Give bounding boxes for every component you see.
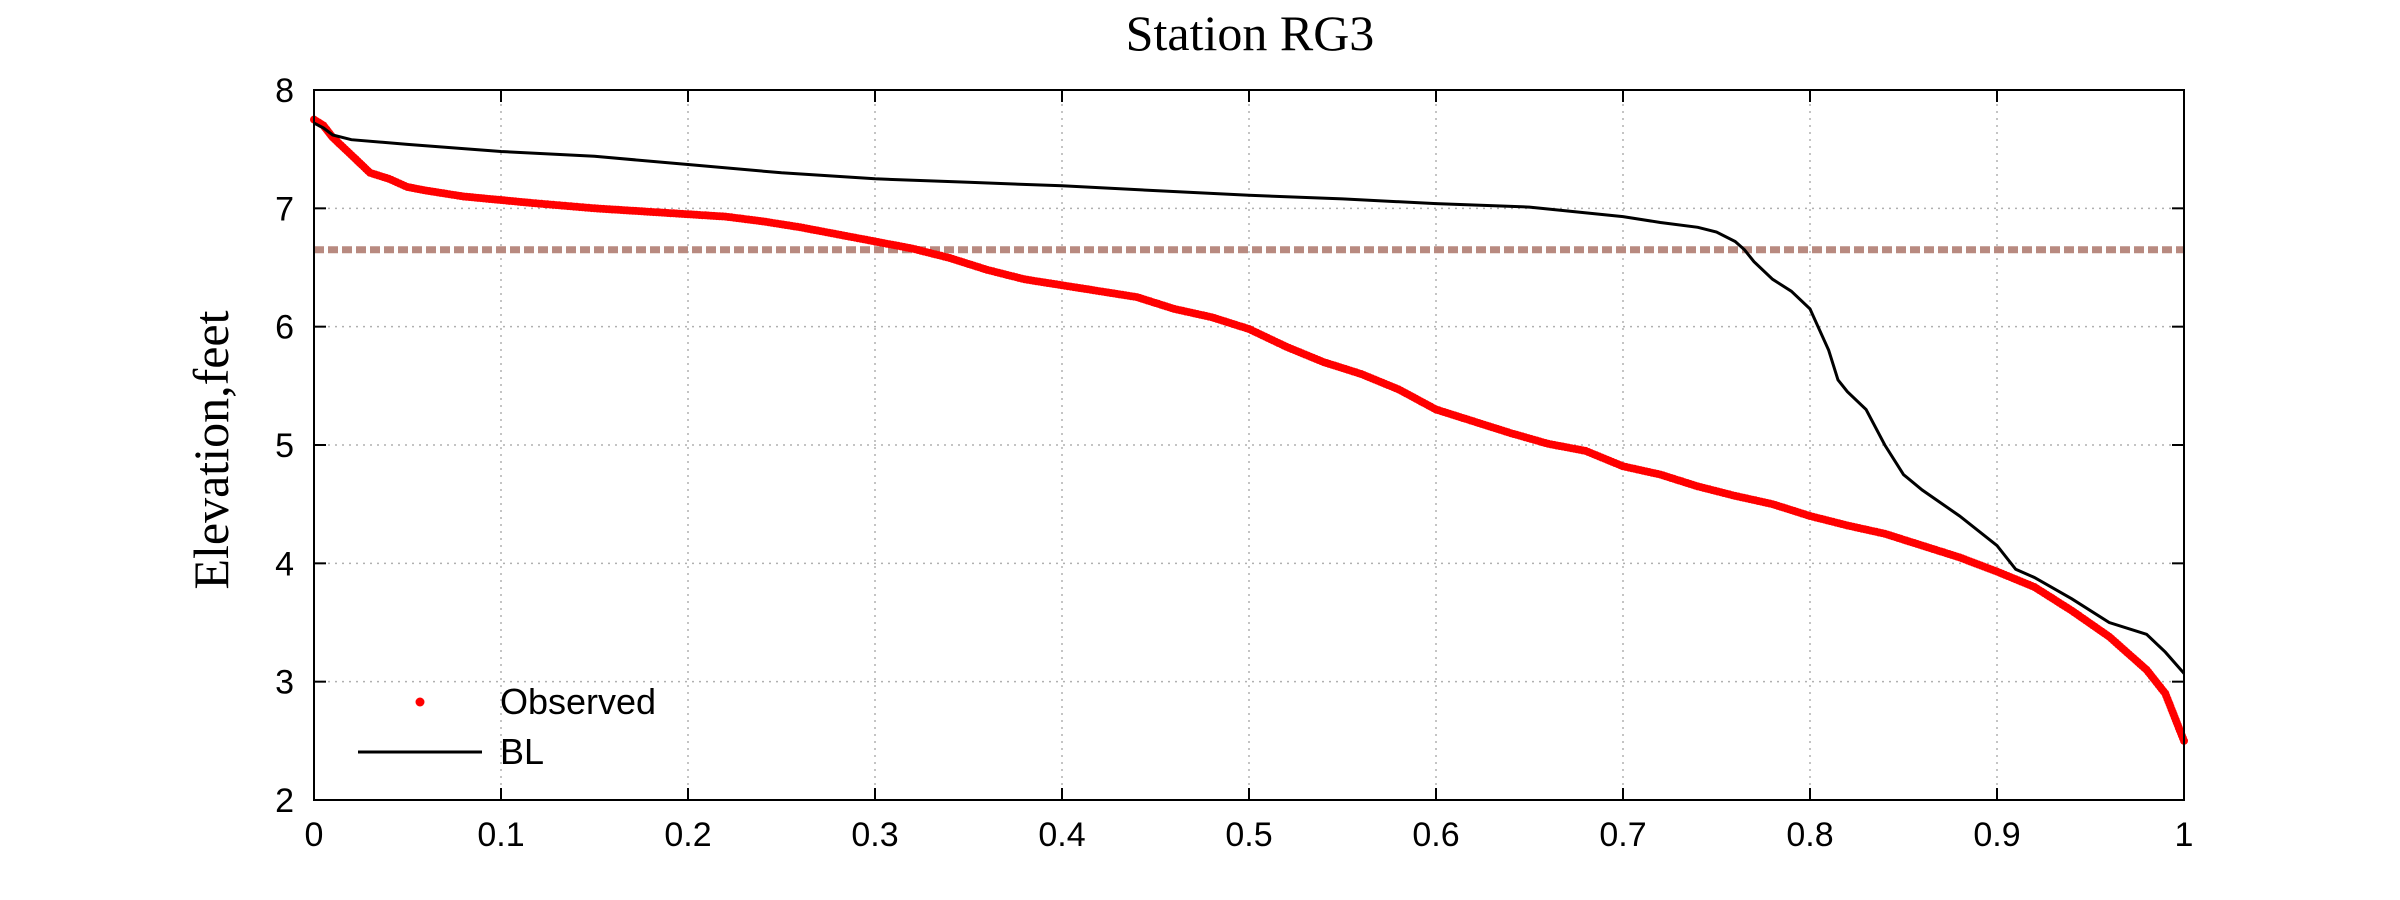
observed-point xyxy=(1843,521,1852,530)
observed-point xyxy=(2067,606,2076,615)
observed-point xyxy=(459,192,468,201)
observed-point xyxy=(945,254,954,262)
observed-point xyxy=(1095,287,1104,296)
observed-point xyxy=(1880,529,1889,538)
observed-point xyxy=(1918,541,1927,550)
observed-point xyxy=(1806,512,1814,520)
observed-point xyxy=(1132,293,1141,302)
observed-point xyxy=(1993,567,2001,576)
observed-point xyxy=(684,210,692,219)
observed-point xyxy=(1357,370,1366,378)
observed-point xyxy=(1581,446,1590,455)
observed-point xyxy=(1693,482,1702,491)
x-tick-label: 1 xyxy=(2175,816,2194,854)
observed-point xyxy=(871,237,879,246)
observed-point xyxy=(1506,429,1515,438)
ticks: 0 0.1 0.2 0.3 0.4 0.5 0.6 0.7 0.8 0.9 1 2 3 4 5 6 7 8 xyxy=(275,72,2193,854)
x-tick-label: 0.4 xyxy=(1038,816,1085,854)
legend: Observed BL xyxy=(358,681,656,772)
x-tick-label: 0.6 xyxy=(1412,816,1459,854)
observed-point xyxy=(2170,713,2179,722)
observed-point xyxy=(758,217,767,226)
x-tick-label: 0.5 xyxy=(1225,816,1272,854)
legend-label-bl: BL xyxy=(500,731,544,772)
series-line-bl xyxy=(313,121,2186,675)
y-tick-label: 8 xyxy=(275,72,294,110)
observed-point xyxy=(2105,632,2114,641)
observed-point xyxy=(1058,281,1066,290)
observed-point xyxy=(403,183,412,191)
y-tick-label: 7 xyxy=(275,190,294,228)
observed-point xyxy=(1170,304,1179,313)
observed-point xyxy=(422,186,431,195)
legend-marker-observed xyxy=(415,697,425,707)
observed-point xyxy=(2142,665,2151,674)
x-tick-label: 0.8 xyxy=(1786,816,1833,854)
observed-point xyxy=(366,168,375,177)
observed-point xyxy=(646,207,655,216)
observed-point xyxy=(534,199,543,208)
observed-point xyxy=(983,265,992,274)
observed-point xyxy=(1731,491,1740,500)
observed-point xyxy=(1245,325,1253,333)
observed-point xyxy=(1768,500,1777,509)
y-axis-label: Elevation,feet xyxy=(183,310,239,589)
observed-point xyxy=(721,212,730,221)
observed-point xyxy=(497,196,505,204)
observed-point xyxy=(1955,553,1964,562)
series-layer xyxy=(310,115,2188,745)
observed-point xyxy=(1469,417,1478,426)
series-observed xyxy=(310,115,2188,745)
observed-point xyxy=(347,151,356,160)
observed-point xyxy=(1656,470,1665,479)
x-tick-label: 0.2 xyxy=(664,816,711,854)
x-tick-label: 0.1 xyxy=(477,816,524,854)
y-tick-label: 5 xyxy=(275,427,294,465)
observed-point xyxy=(908,244,917,253)
y-tick-label: 6 xyxy=(275,309,294,347)
legend-label-observed: Observed xyxy=(500,681,656,722)
y-tick-label: 2 xyxy=(275,782,294,820)
observed-point xyxy=(590,204,599,213)
observed-point xyxy=(1207,313,1216,322)
observed-point xyxy=(2161,689,2170,698)
observed-point xyxy=(833,230,842,239)
x-tick-label: 0.3 xyxy=(851,816,898,854)
observed-point xyxy=(1544,439,1553,448)
observed-point xyxy=(2030,583,2039,591)
x-tick-label: 0.7 xyxy=(1599,816,1646,854)
observed-point xyxy=(1020,275,1029,284)
observed-point xyxy=(1319,358,1328,367)
observed-dense-trace xyxy=(312,117,2187,743)
observed-point xyxy=(1619,462,1627,471)
chart-title: Station RG3 xyxy=(1126,5,1375,61)
x-tick-label: 0 xyxy=(305,816,324,854)
observed-point xyxy=(1432,405,1440,414)
y-tick-label: 3 xyxy=(275,664,294,702)
observed-point xyxy=(796,223,805,232)
observed-point xyxy=(1282,342,1291,351)
x-tick-label: 0.9 xyxy=(1973,816,2020,854)
observed-point xyxy=(1394,385,1403,394)
observed-point xyxy=(384,174,393,183)
y-tick-label: 4 xyxy=(275,545,294,583)
